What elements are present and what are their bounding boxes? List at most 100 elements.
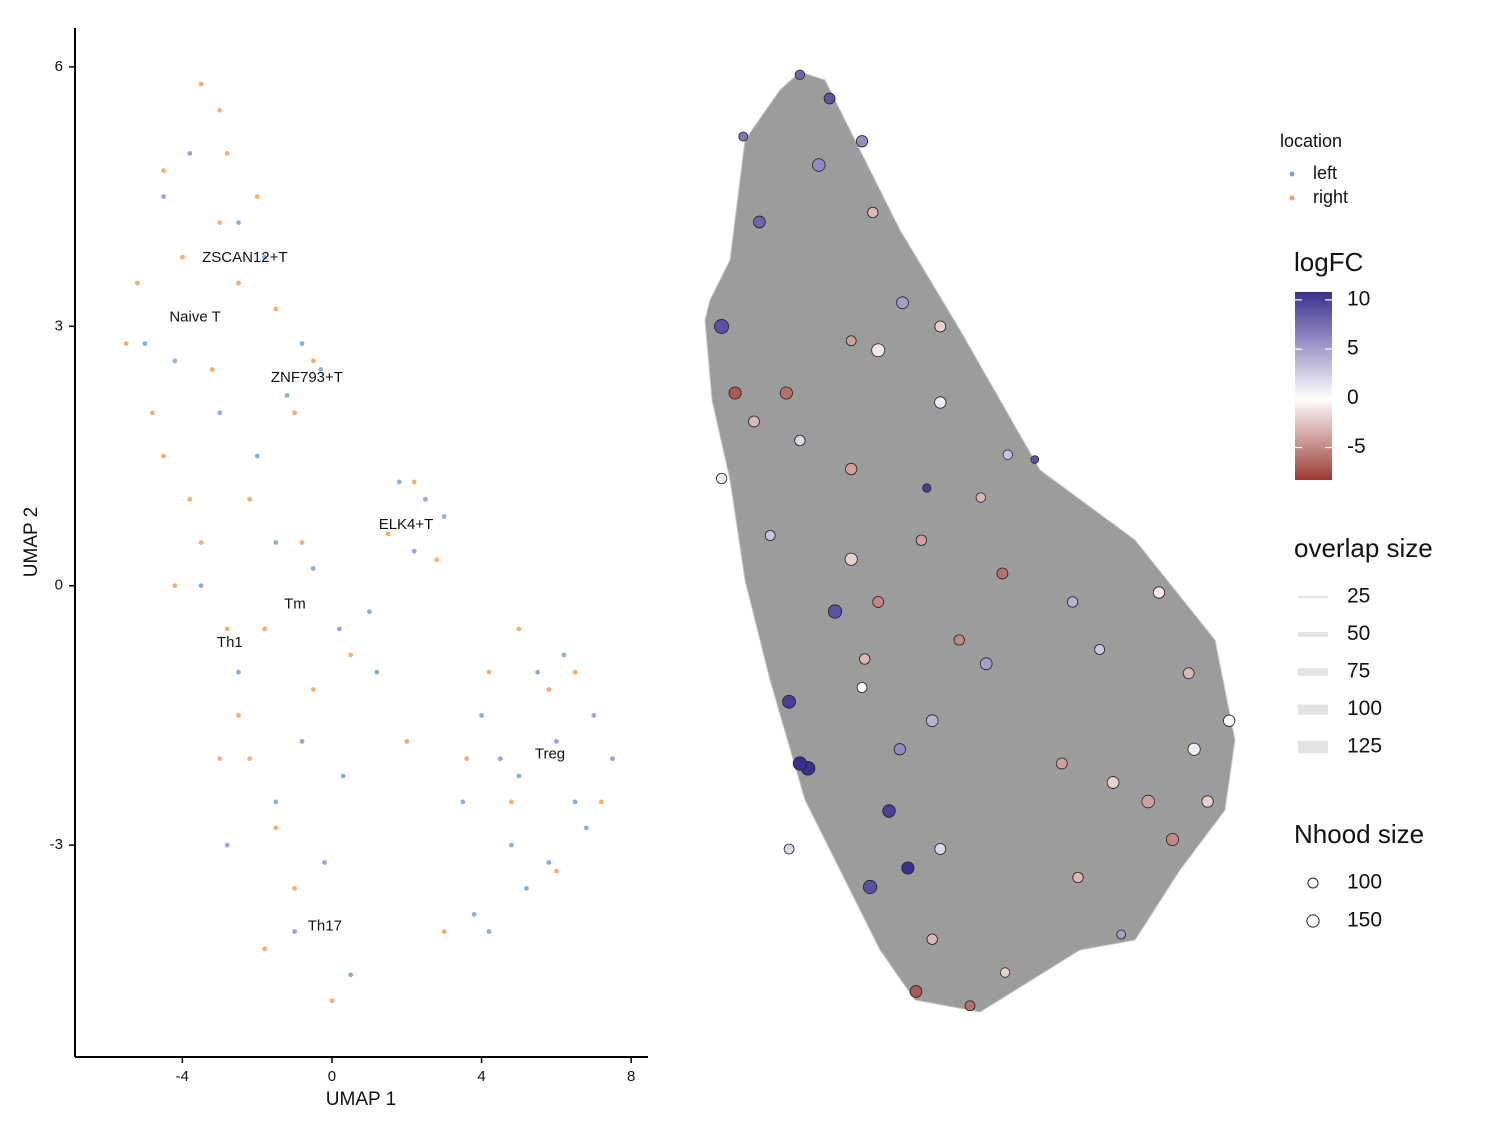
nhood <box>926 933 938 945</box>
point <box>348 972 354 978</box>
point <box>591 713 597 718</box>
point <box>404 738 410 744</box>
point <box>299 738 305 744</box>
nhood <box>893 743 906 756</box>
cluster-label: Tm <box>284 596 306 613</box>
cluster-label: Th1 <box>217 634 243 651</box>
nhood <box>901 861 915 875</box>
legend-title: location <box>1280 131 1342 151</box>
point <box>292 410 297 416</box>
point <box>561 652 567 658</box>
point <box>411 479 417 485</box>
colorbar <box>1295 292 1332 480</box>
point <box>236 713 241 718</box>
point <box>292 929 297 935</box>
nhood <box>867 206 879 219</box>
point <box>479 713 484 718</box>
colorbar-title: logFC <box>1294 247 1363 277</box>
nhood <box>827 604 843 619</box>
point <box>464 756 469 762</box>
nhood <box>871 343 886 358</box>
nhood <box>1094 644 1105 655</box>
y-tick-label: 6 <box>55 58 63 75</box>
edge-legend-label: 100 <box>1347 697 1382 720</box>
edge-legend-label: 50 <box>1347 622 1370 645</box>
colorbar-label: 10 <box>1347 287 1370 310</box>
point <box>254 194 260 200</box>
point <box>396 479 402 485</box>
point <box>247 496 253 502</box>
point <box>546 687 552 692</box>
nhood <box>934 396 947 409</box>
point <box>497 756 503 762</box>
point <box>310 566 316 571</box>
nhood <box>964 1000 976 1012</box>
point <box>486 929 492 935</box>
colorbar-label: 0 <box>1347 386 1359 409</box>
nhood <box>922 483 932 493</box>
nhood <box>872 596 885 608</box>
point <box>340 773 346 779</box>
edge-legend-label: 25 <box>1347 585 1370 608</box>
nhood <box>1002 449 1013 460</box>
point <box>337 626 342 632</box>
nhood <box>1223 714 1236 727</box>
point <box>366 609 372 615</box>
colorbar-label: 5 <box>1347 337 1359 360</box>
nhood <box>1187 742 1201 756</box>
point <box>217 107 223 113</box>
point <box>262 626 268 632</box>
nhood <box>782 694 797 709</box>
nhood <box>996 567 1009 580</box>
y-tick-label: -3 <box>50 836 63 853</box>
size-legend-title: Nhood size <box>1294 819 1424 849</box>
cluster-label: Treg <box>535 745 565 762</box>
cluster-label: ZSCAN12+T <box>202 249 287 266</box>
point <box>187 150 193 156</box>
point <box>411 548 417 554</box>
point <box>198 81 204 87</box>
nhood <box>794 69 806 80</box>
nhood <box>779 386 793 400</box>
legend-label: right <box>1313 187 1348 207</box>
point <box>247 756 253 762</box>
point <box>172 358 178 364</box>
nhood <box>748 415 760 428</box>
y-axis-title: UMAP 2 <box>21 507 42 577</box>
point <box>209 367 215 372</box>
point <box>572 669 578 675</box>
nhood <box>812 158 826 172</box>
size-legend-circle <box>1307 877 1319 889</box>
point <box>161 453 167 459</box>
point <box>329 998 335 1004</box>
point <box>516 626 522 632</box>
point <box>434 557 440 563</box>
point <box>546 860 552 865</box>
legend-swatch <box>1289 195 1295 201</box>
point <box>299 540 305 545</box>
nhood <box>715 472 728 485</box>
point <box>553 868 559 874</box>
x-tick-label: 0 <box>328 1068 336 1085</box>
point <box>254 453 260 459</box>
point <box>509 842 514 848</box>
nhood <box>909 985 923 998</box>
nhood <box>855 135 869 148</box>
point <box>460 799 466 805</box>
point <box>284 393 290 398</box>
legend-label: left <box>1313 163 1337 183</box>
graph-edges <box>704 71 1236 1013</box>
point <box>262 946 268 952</box>
point <box>198 583 204 589</box>
point <box>322 860 327 865</box>
y-tick-label: 0 <box>55 577 63 594</box>
nhood <box>753 215 766 229</box>
point <box>217 410 223 416</box>
nhood <box>845 335 857 347</box>
point <box>236 280 241 286</box>
point <box>318 367 324 372</box>
nhood <box>882 804 896 818</box>
nhood <box>953 634 965 646</box>
point <box>441 514 447 519</box>
